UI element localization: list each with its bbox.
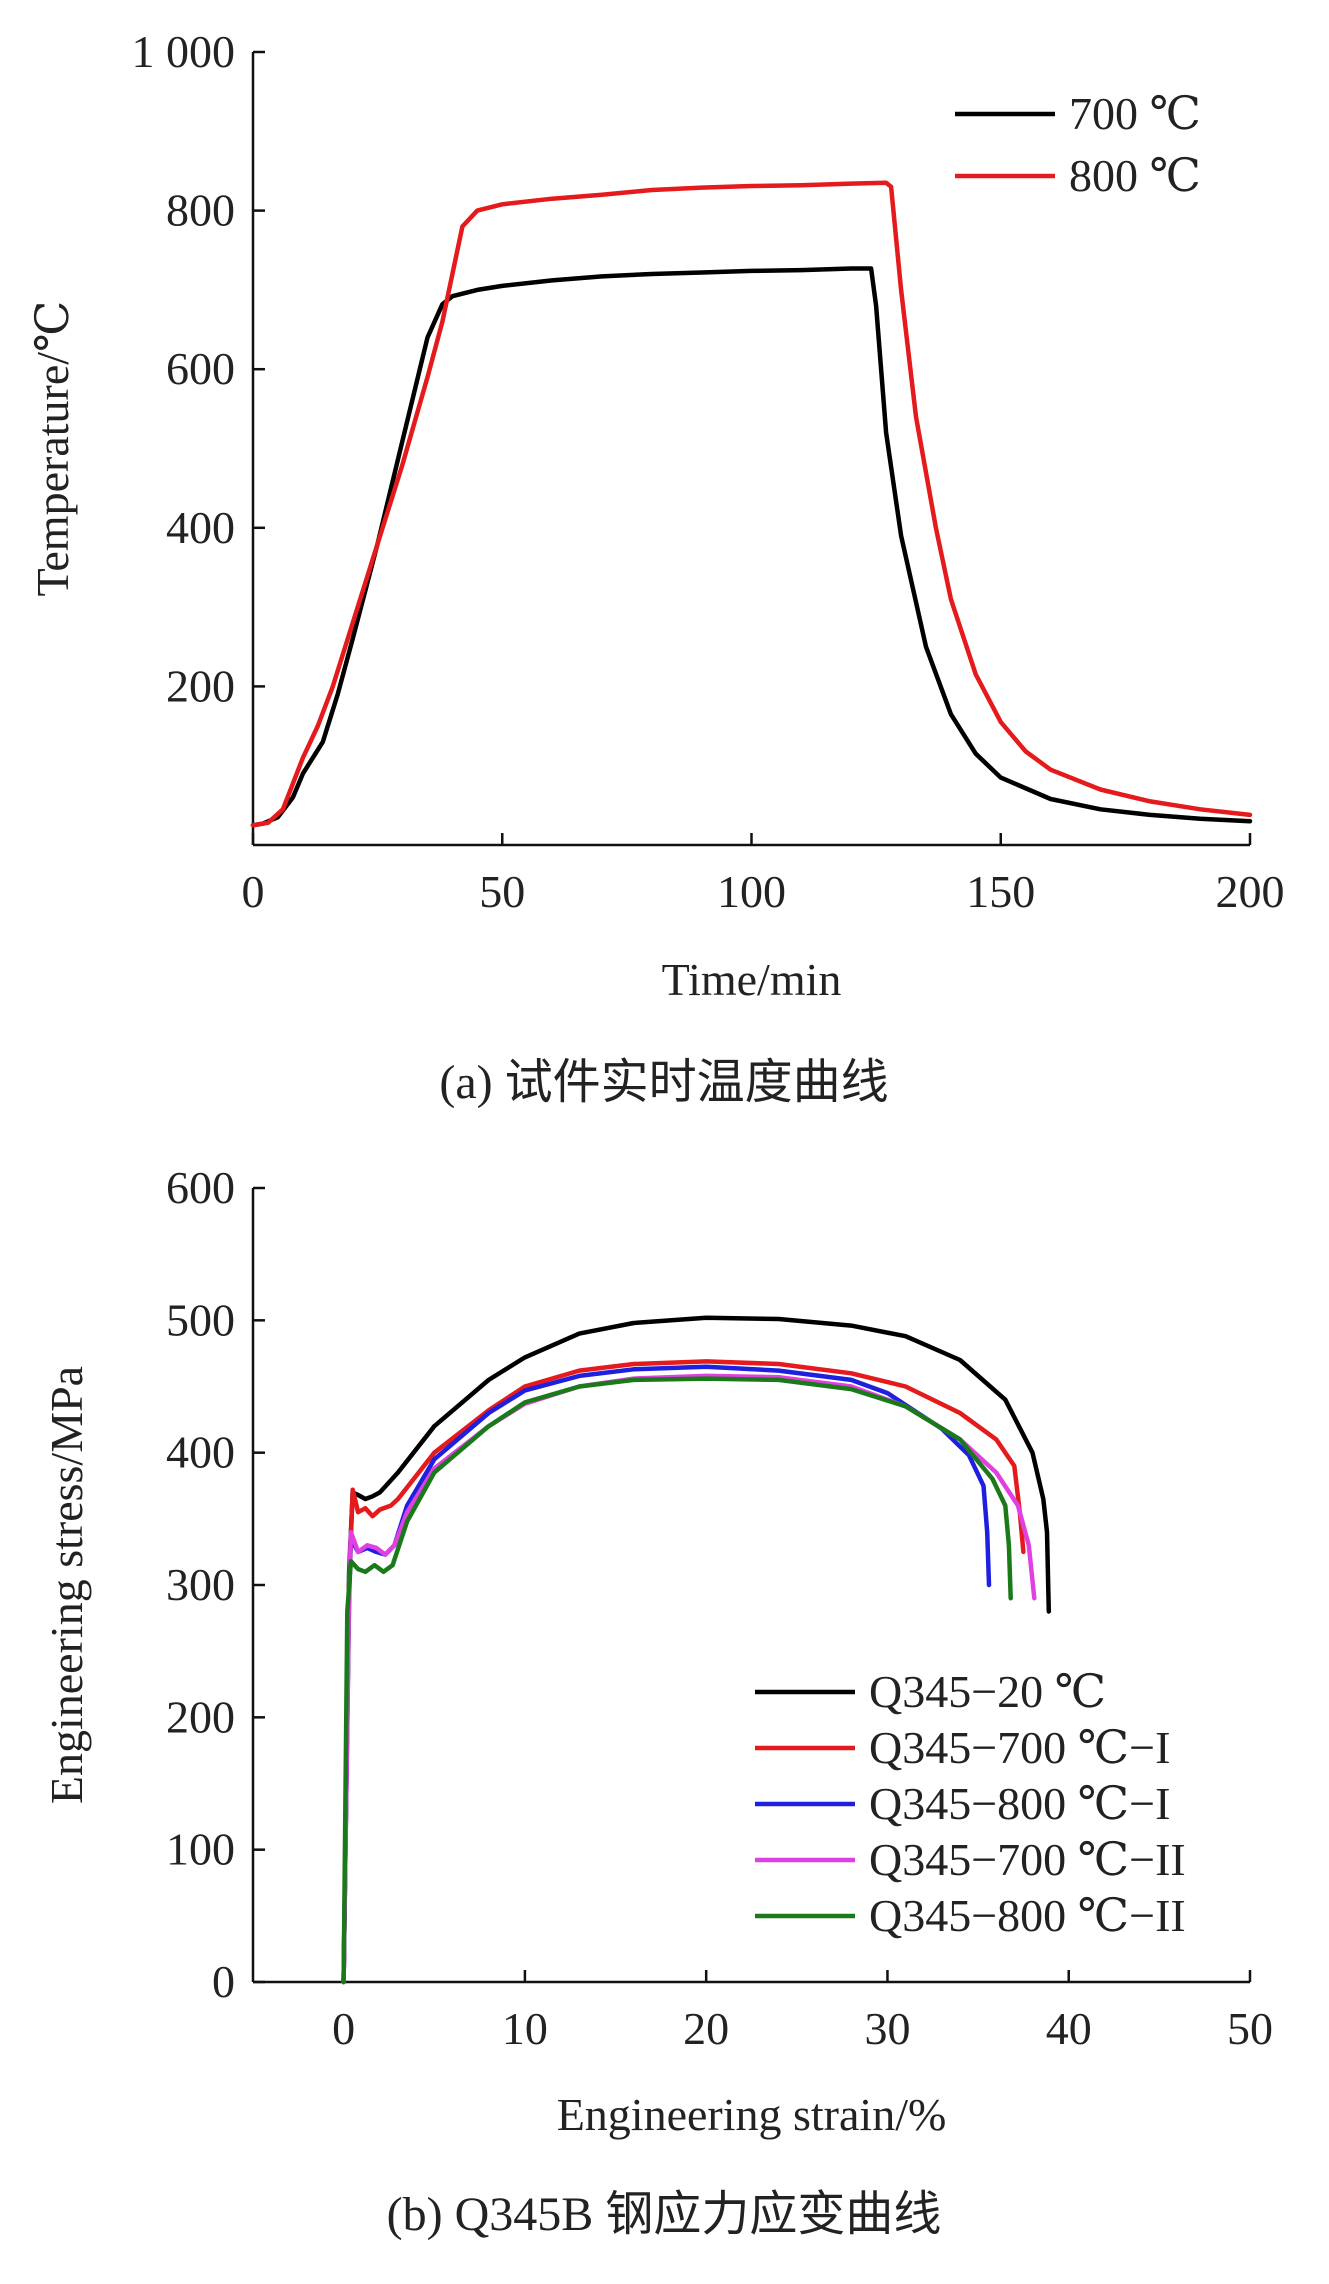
figure-caption: (b) Q345B 钢应力应变曲线 xyxy=(387,2188,942,2241)
x-tick-label: 0 xyxy=(332,2003,355,2054)
series-line xyxy=(341,1315,1052,1985)
legend-label: 800 ℃ xyxy=(1069,150,1201,201)
x-tick-label: 50 xyxy=(1227,2003,1273,2054)
y-axis-label: Temperature/℃ xyxy=(27,301,78,597)
legend-label: Q345−20 ℃ xyxy=(869,1666,1106,1717)
x-tick-label: 40 xyxy=(1046,2003,1092,2054)
series-line xyxy=(250,266,1253,828)
panel-b: 0 100 200 300 400 500 600 0 10 20 30 40 50 Engineerin… xyxy=(41,1162,1273,2241)
x-tick-label: 100 xyxy=(717,866,786,917)
x-tick-label: 30 xyxy=(864,2003,910,2054)
legend-label: 700 ℃ xyxy=(1069,88,1201,139)
series-line xyxy=(341,1359,1026,1985)
figure-caption: (a) 试件实时温度曲线 xyxy=(439,1056,888,1109)
y-tick-label: 600 xyxy=(166,1162,235,1213)
y-tick-label: 300 xyxy=(166,1559,235,1610)
x-axis-label: Engineering strain/% xyxy=(557,2089,947,2140)
legend-label: Q345−800 ℃−II xyxy=(869,1890,1186,1941)
y-tick-label: 800 xyxy=(166,185,235,236)
y-tick-label: 400 xyxy=(166,502,235,553)
series-line xyxy=(250,180,1253,828)
legend-label: Q345−800 ℃−I xyxy=(869,1778,1170,1829)
y-tick-label: 100 xyxy=(166,1824,235,1875)
y-tick-label: 600 xyxy=(166,343,235,394)
x-tick-label: 0 xyxy=(242,866,265,917)
legend-label: Q345−700 ℃−I xyxy=(869,1722,1170,1773)
x-tick-label: 10 xyxy=(502,2003,548,2054)
y-tick-label: 0 xyxy=(212,1956,235,2007)
y-tick-label: 400 xyxy=(166,1427,235,1478)
y-axis-label: Engineering stress/MPa xyxy=(41,1366,92,1804)
panel-a: 200 400 600 800 1 000 0 50 100 150 200 Time/min Tem… xyxy=(27,26,1285,1109)
x-tick-label: 200 xyxy=(1216,866,1285,917)
series-line xyxy=(341,1376,1013,1985)
y-tick-label: 1 000 xyxy=(132,26,236,77)
y-tick-label: 200 xyxy=(166,1691,235,1742)
x-tick-label: 150 xyxy=(966,866,1035,917)
x-tick-label: 20 xyxy=(683,2003,729,2054)
x-tick-label: 50 xyxy=(479,866,525,917)
y-tick-label: 500 xyxy=(166,1294,235,1345)
x-axis-label: Time/min xyxy=(662,954,842,1005)
legend-label: Q345−700 ℃−II xyxy=(869,1834,1186,1885)
y-tick-label: 200 xyxy=(166,660,235,711)
